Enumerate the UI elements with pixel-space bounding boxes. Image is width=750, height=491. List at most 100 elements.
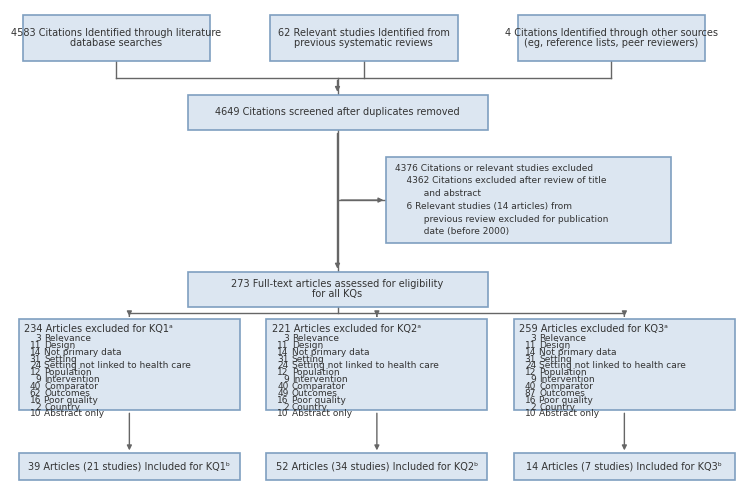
Text: Relevance: Relevance bbox=[539, 334, 586, 343]
Text: Intervention: Intervention bbox=[292, 375, 347, 384]
Text: Setting: Setting bbox=[44, 355, 77, 363]
Text: Setting: Setting bbox=[292, 355, 325, 363]
Text: 10: 10 bbox=[525, 409, 536, 418]
Text: Design: Design bbox=[44, 341, 76, 350]
Text: Outcomes: Outcomes bbox=[539, 389, 585, 398]
Text: Intervention: Intervention bbox=[44, 375, 100, 384]
Text: 4 Citations Identified through other sources: 4 Citations Identified through other sou… bbox=[505, 28, 718, 38]
Text: Comparator: Comparator bbox=[292, 382, 346, 391]
Text: previous review excluded for publication: previous review excluded for publication bbox=[395, 215, 609, 223]
Text: 24: 24 bbox=[525, 361, 536, 370]
FancyBboxPatch shape bbox=[22, 15, 210, 61]
Text: (eg, reference lists, peer reviewers): (eg, reference lists, peer reviewers) bbox=[524, 38, 698, 48]
Text: Outcomes: Outcomes bbox=[292, 389, 338, 398]
FancyBboxPatch shape bbox=[19, 319, 240, 410]
FancyBboxPatch shape bbox=[514, 453, 735, 480]
Text: Country: Country bbox=[292, 403, 328, 411]
Text: 6 Relevant studies (14 articles) from: 6 Relevant studies (14 articles) from bbox=[395, 202, 572, 211]
Text: Intervention: Intervention bbox=[539, 375, 595, 384]
FancyBboxPatch shape bbox=[19, 453, 240, 480]
Text: 9: 9 bbox=[283, 375, 289, 384]
Text: Setting not linked to health care: Setting not linked to health care bbox=[292, 361, 439, 370]
Text: 62 Relevant studies Identified from: 62 Relevant studies Identified from bbox=[278, 28, 450, 38]
Text: Not primary data: Not primary data bbox=[292, 348, 369, 356]
Text: database searches: database searches bbox=[70, 38, 162, 48]
Text: Not primary data: Not primary data bbox=[44, 348, 122, 356]
Text: Population: Population bbox=[539, 368, 587, 377]
Text: 3: 3 bbox=[283, 334, 289, 343]
Text: Design: Design bbox=[292, 341, 323, 350]
FancyBboxPatch shape bbox=[188, 95, 488, 130]
Text: 14: 14 bbox=[278, 348, 289, 356]
Text: 31: 31 bbox=[525, 355, 536, 363]
Text: Relevance: Relevance bbox=[292, 334, 339, 343]
Text: 9: 9 bbox=[530, 375, 536, 384]
Text: 12: 12 bbox=[525, 368, 536, 377]
Text: 31: 31 bbox=[30, 355, 41, 363]
Text: 87: 87 bbox=[525, 389, 536, 398]
Text: previous systematic reviews: previous systematic reviews bbox=[294, 38, 433, 48]
Text: 40: 40 bbox=[278, 382, 289, 391]
Text: 11: 11 bbox=[278, 341, 289, 350]
Text: Comparator: Comparator bbox=[44, 382, 98, 391]
Text: 4583 Citations Identified through literature: 4583 Citations Identified through litera… bbox=[11, 28, 221, 38]
Text: 9: 9 bbox=[35, 375, 41, 384]
Text: 259 Articles excluded for KQ3ᵃ: 259 Articles excluded for KQ3ᵃ bbox=[519, 324, 668, 334]
Text: 3: 3 bbox=[530, 334, 536, 343]
Text: 24: 24 bbox=[278, 361, 289, 370]
Text: 2: 2 bbox=[36, 403, 41, 411]
Text: 234 Articles excluded for KQ1ᵃ: 234 Articles excluded for KQ1ᵃ bbox=[24, 324, 172, 334]
Text: Not primary data: Not primary data bbox=[539, 348, 616, 356]
FancyBboxPatch shape bbox=[266, 319, 488, 410]
Text: 273 Full-text articles assessed for eligibility: 273 Full-text articles assessed for elig… bbox=[231, 279, 444, 289]
Text: Comparator: Comparator bbox=[539, 382, 593, 391]
Text: Poor quality: Poor quality bbox=[44, 396, 98, 405]
Text: 52 Articles (34 studies) Included for KQ2ᵇ: 52 Articles (34 studies) Included for KQ… bbox=[276, 462, 478, 472]
Text: 10: 10 bbox=[278, 409, 289, 418]
FancyBboxPatch shape bbox=[514, 319, 735, 410]
Text: Poor quality: Poor quality bbox=[292, 396, 346, 405]
Text: Population: Population bbox=[292, 368, 339, 377]
FancyBboxPatch shape bbox=[386, 157, 671, 243]
Text: Poor quality: Poor quality bbox=[539, 396, 593, 405]
Text: 4649 Citations screened after duplicates removed: 4649 Citations screened after duplicates… bbox=[215, 108, 460, 117]
Text: for all KQs: for all KQs bbox=[313, 289, 362, 299]
Text: 62: 62 bbox=[30, 389, 41, 398]
Text: 10: 10 bbox=[30, 409, 41, 418]
Text: 14: 14 bbox=[525, 348, 536, 356]
Text: Outcomes: Outcomes bbox=[44, 389, 90, 398]
Text: 39 Articles (21 studies) Included for KQ1ᵇ: 39 Articles (21 studies) Included for KQ… bbox=[28, 462, 230, 472]
Text: and abstract: and abstract bbox=[395, 189, 482, 198]
FancyBboxPatch shape bbox=[266, 453, 488, 480]
Text: 11: 11 bbox=[525, 341, 536, 350]
Text: Setting not linked to health care: Setting not linked to health care bbox=[539, 361, 686, 370]
Text: 14 Articles (7 studies) Included for KQ3ᵇ: 14 Articles (7 studies) Included for KQ3… bbox=[526, 462, 722, 472]
Text: 49: 49 bbox=[278, 389, 289, 398]
Text: 31: 31 bbox=[278, 355, 289, 363]
Text: 4376 Citations or relevant studies excluded: 4376 Citations or relevant studies exclu… bbox=[395, 164, 593, 172]
Text: Relevance: Relevance bbox=[44, 334, 92, 343]
Text: Abstract only: Abstract only bbox=[44, 409, 104, 418]
Text: 40: 40 bbox=[525, 382, 536, 391]
FancyBboxPatch shape bbox=[270, 15, 458, 61]
Text: 16: 16 bbox=[525, 396, 536, 405]
Text: Abstract only: Abstract only bbox=[292, 409, 352, 418]
Text: 3: 3 bbox=[35, 334, 41, 343]
Text: 2: 2 bbox=[284, 403, 289, 411]
Text: Setting: Setting bbox=[539, 355, 572, 363]
Text: 4362 Citations excluded after review of title: 4362 Citations excluded after review of … bbox=[395, 176, 607, 185]
Text: Design: Design bbox=[539, 341, 571, 350]
Text: Setting not linked to health care: Setting not linked to health care bbox=[44, 361, 191, 370]
Text: 16: 16 bbox=[278, 396, 289, 405]
Text: 12: 12 bbox=[278, 368, 289, 377]
Text: 221 Articles excluded for KQ2ᵃ: 221 Articles excluded for KQ2ᵃ bbox=[272, 324, 421, 334]
Text: 16: 16 bbox=[30, 396, 41, 405]
Text: date (before 2000): date (before 2000) bbox=[395, 227, 509, 236]
Text: 12: 12 bbox=[30, 368, 41, 377]
Text: 40: 40 bbox=[30, 382, 41, 391]
Text: Country: Country bbox=[44, 403, 80, 411]
Text: Abstract only: Abstract only bbox=[539, 409, 599, 418]
Text: Population: Population bbox=[44, 368, 92, 377]
Text: 2: 2 bbox=[531, 403, 536, 411]
Text: Country: Country bbox=[539, 403, 575, 411]
